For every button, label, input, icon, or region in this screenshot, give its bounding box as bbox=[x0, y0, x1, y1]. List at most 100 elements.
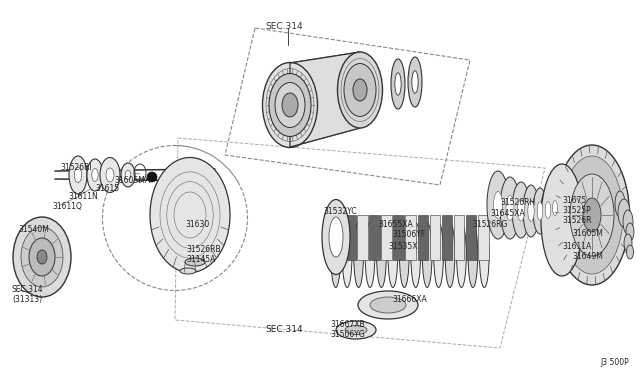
Text: 31611A: 31611A bbox=[562, 242, 591, 251]
Text: 31630: 31630 bbox=[185, 220, 209, 229]
Text: 31611N: 31611N bbox=[68, 192, 98, 201]
Ellipse shape bbox=[552, 201, 557, 216]
Ellipse shape bbox=[528, 201, 534, 221]
Ellipse shape bbox=[37, 250, 47, 264]
Polygon shape bbox=[345, 215, 356, 260]
Text: SEC.314: SEC.314 bbox=[265, 22, 303, 31]
Ellipse shape bbox=[624, 234, 632, 252]
Polygon shape bbox=[478, 215, 488, 260]
Ellipse shape bbox=[69, 156, 87, 194]
Text: 31611Q: 31611Q bbox=[52, 202, 82, 211]
Polygon shape bbox=[405, 215, 416, 260]
Ellipse shape bbox=[411, 222, 420, 288]
Polygon shape bbox=[417, 215, 428, 260]
Ellipse shape bbox=[395, 73, 401, 95]
Ellipse shape bbox=[422, 222, 432, 288]
Ellipse shape bbox=[376, 222, 387, 288]
Text: SEC.314: SEC.314 bbox=[265, 325, 303, 334]
Ellipse shape bbox=[147, 172, 157, 182]
Ellipse shape bbox=[125, 170, 131, 180]
Ellipse shape bbox=[354, 222, 364, 288]
Text: 31649M: 31649M bbox=[572, 252, 603, 261]
Polygon shape bbox=[381, 215, 392, 260]
Text: 31506YG: 31506YG bbox=[330, 330, 365, 339]
Polygon shape bbox=[454, 215, 465, 260]
Ellipse shape bbox=[29, 238, 55, 276]
Ellipse shape bbox=[533, 188, 547, 234]
Text: 31605MA: 31605MA bbox=[114, 176, 150, 185]
Ellipse shape bbox=[626, 223, 634, 241]
Ellipse shape bbox=[353, 79, 367, 101]
Text: 31526RG: 31526RG bbox=[472, 220, 508, 229]
Ellipse shape bbox=[345, 326, 367, 334]
Text: 31526R: 31526R bbox=[562, 216, 591, 225]
Ellipse shape bbox=[391, 59, 405, 109]
Text: 31525P: 31525P bbox=[562, 206, 591, 215]
Ellipse shape bbox=[329, 217, 343, 257]
Ellipse shape bbox=[342, 222, 352, 288]
Polygon shape bbox=[466, 215, 476, 260]
Ellipse shape bbox=[92, 169, 98, 182]
Ellipse shape bbox=[434, 222, 444, 288]
Ellipse shape bbox=[13, 217, 71, 297]
Ellipse shape bbox=[331, 222, 340, 288]
Text: 31526RI: 31526RI bbox=[60, 163, 92, 172]
Ellipse shape bbox=[506, 196, 514, 220]
Ellipse shape bbox=[549, 189, 561, 227]
Ellipse shape bbox=[512, 182, 530, 238]
Ellipse shape bbox=[545, 202, 551, 218]
Ellipse shape bbox=[180, 268, 196, 274]
Text: 31675: 31675 bbox=[562, 196, 586, 205]
Ellipse shape bbox=[282, 93, 298, 117]
Text: 31655XA: 31655XA bbox=[378, 220, 413, 229]
Text: 31605M: 31605M bbox=[572, 229, 603, 238]
Text: 31526RH: 31526RH bbox=[500, 198, 535, 207]
Ellipse shape bbox=[150, 157, 230, 273]
Ellipse shape bbox=[74, 167, 82, 183]
Ellipse shape bbox=[445, 222, 455, 288]
Ellipse shape bbox=[623, 210, 633, 234]
Ellipse shape bbox=[336, 321, 376, 339]
Polygon shape bbox=[394, 215, 404, 260]
Text: SEC.314: SEC.314 bbox=[12, 285, 44, 294]
Ellipse shape bbox=[517, 199, 525, 221]
Ellipse shape bbox=[337, 52, 383, 128]
Ellipse shape bbox=[269, 74, 311, 137]
Ellipse shape bbox=[479, 222, 489, 288]
Ellipse shape bbox=[570, 174, 614, 256]
Text: 31535X: 31535X bbox=[388, 242, 417, 251]
Ellipse shape bbox=[500, 177, 520, 239]
Ellipse shape bbox=[121, 163, 135, 187]
Text: 31145A: 31145A bbox=[186, 255, 216, 264]
Text: 31666XA: 31666XA bbox=[392, 295, 427, 304]
Text: 31615: 31615 bbox=[95, 184, 119, 193]
Ellipse shape bbox=[322, 199, 350, 275]
Ellipse shape bbox=[561, 156, 623, 274]
Ellipse shape bbox=[365, 222, 375, 288]
Ellipse shape bbox=[412, 71, 418, 93]
Polygon shape bbox=[429, 215, 440, 260]
Ellipse shape bbox=[344, 64, 376, 116]
Ellipse shape bbox=[493, 192, 502, 219]
Ellipse shape bbox=[523, 185, 539, 237]
Ellipse shape bbox=[468, 222, 477, 288]
Ellipse shape bbox=[106, 168, 114, 182]
Ellipse shape bbox=[21, 227, 63, 287]
Ellipse shape bbox=[185, 258, 205, 266]
Ellipse shape bbox=[615, 191, 625, 217]
Polygon shape bbox=[442, 215, 452, 260]
Polygon shape bbox=[357, 215, 368, 260]
Ellipse shape bbox=[541, 164, 583, 276]
Ellipse shape bbox=[487, 171, 509, 239]
Ellipse shape bbox=[456, 222, 467, 288]
Ellipse shape bbox=[100, 157, 120, 192]
Text: J3 500P: J3 500P bbox=[600, 358, 628, 367]
Polygon shape bbox=[290, 52, 360, 147]
Polygon shape bbox=[369, 215, 380, 260]
Ellipse shape bbox=[87, 159, 103, 191]
Text: 31532YC: 31532YC bbox=[323, 207, 356, 216]
Ellipse shape bbox=[541, 189, 555, 231]
Text: 31506YF: 31506YF bbox=[392, 230, 425, 239]
Ellipse shape bbox=[399, 222, 409, 288]
Text: 31540M: 31540M bbox=[18, 225, 49, 234]
